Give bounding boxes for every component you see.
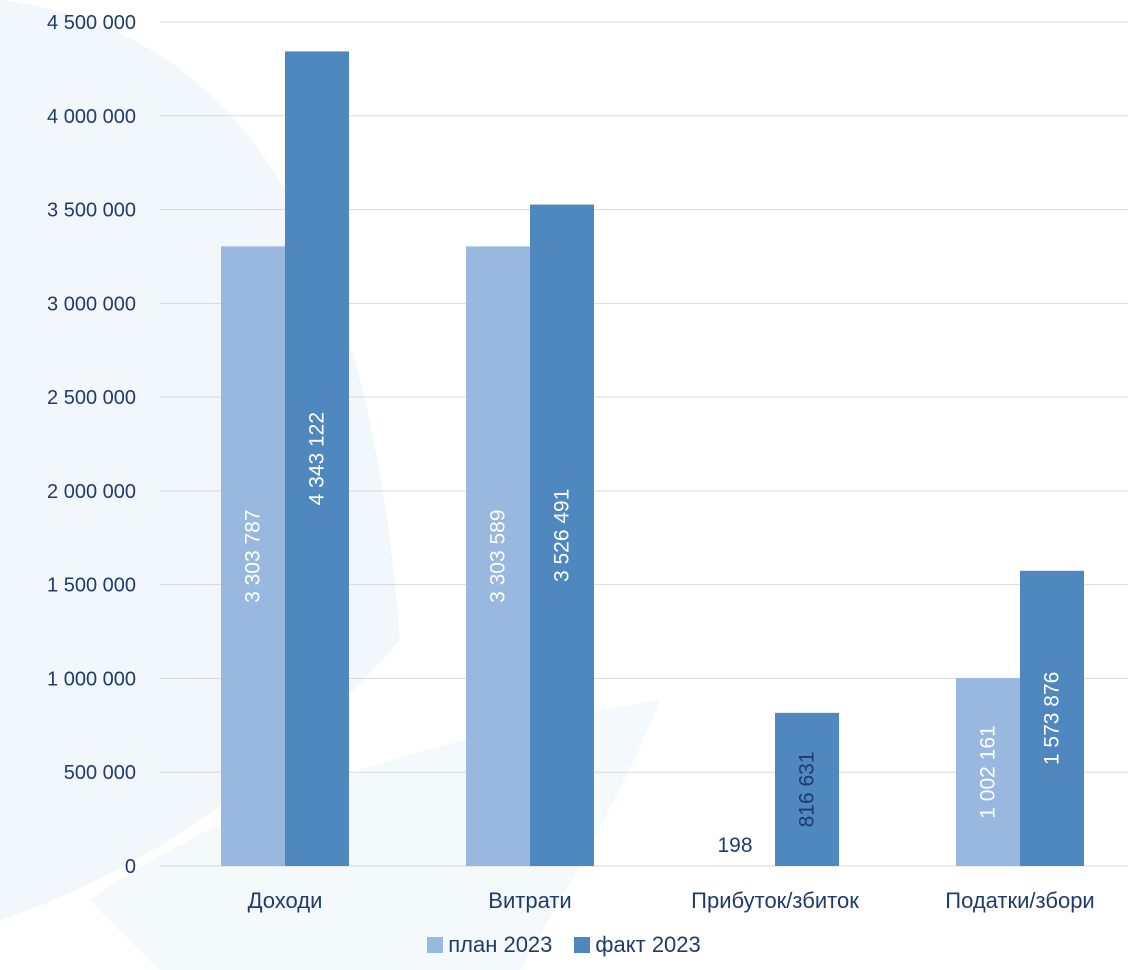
x-axis-labels: Доходи Витрати Прибуток/збиток Податки/збор… [248,888,1095,913]
x-category-label: Податки/збори [945,888,1094,913]
bar-fact-0 [285,51,349,866]
bar-plan-1 [466,246,530,866]
bars [221,51,1084,867]
y-tick-label: 3 500 000 [47,200,136,222]
legend-label-fact: факт 2023 [595,932,701,957]
legend-label-plan: план 2023 [448,932,553,957]
y-tick-label: 1 500 000 [47,575,136,597]
legend-item-plan[interactable]: план 2023 [427,932,552,958]
y-tick-label: 500 000 [64,762,136,784]
data-label: 1 573 876 [1041,672,1064,765]
bar-fact-2 [775,712,839,866]
bar-plan-0 [221,246,285,867]
data-label: 4 343 122 [306,412,329,505]
bar-plan-3 [956,678,1020,866]
data-label: 1 002 161 [977,725,1000,818]
y-tick-label: 4 500 000 [47,12,136,34]
y-tick-label: 3 000 000 [47,293,136,315]
y-tick-label: 2 000 000 [47,481,136,503]
data-label: 816 631 [796,751,819,827]
x-category-label: Доходи [248,888,323,913]
y-tick-label: 4 000 000 [47,106,136,128]
bar-fact-3 [1020,570,1084,866]
data-label: 3 526 491 [551,489,574,582]
y-tick-label: 1 000 000 [47,668,136,690]
x-category-label: Прибуток/збиток [691,888,859,913]
y-tick-label: 2 500 000 [47,387,136,409]
data-label: 198 [717,834,752,857]
x-category-label: Витрати [488,888,571,913]
data-label: 3 303 589 [487,509,510,602]
data-labels: 3 303 787 3 303 589 198 1 002 161 4 343 122 3… [242,412,1064,857]
legend-swatch-fact [574,937,591,953]
data-label: 3 303 787 [242,509,265,602]
legend: план 2023 факт 2023 [0,932,1128,958]
legend-item-fact[interactable]: факт 2023 [574,932,701,958]
legend-swatch-plan [427,937,444,953]
y-axis-labels: 0 500 000 1 000 000 1 500 000 2 000 000 2 500… [47,12,136,878]
y-tick-label: 0 [125,856,136,878]
bar-fact-1 [530,204,594,866]
